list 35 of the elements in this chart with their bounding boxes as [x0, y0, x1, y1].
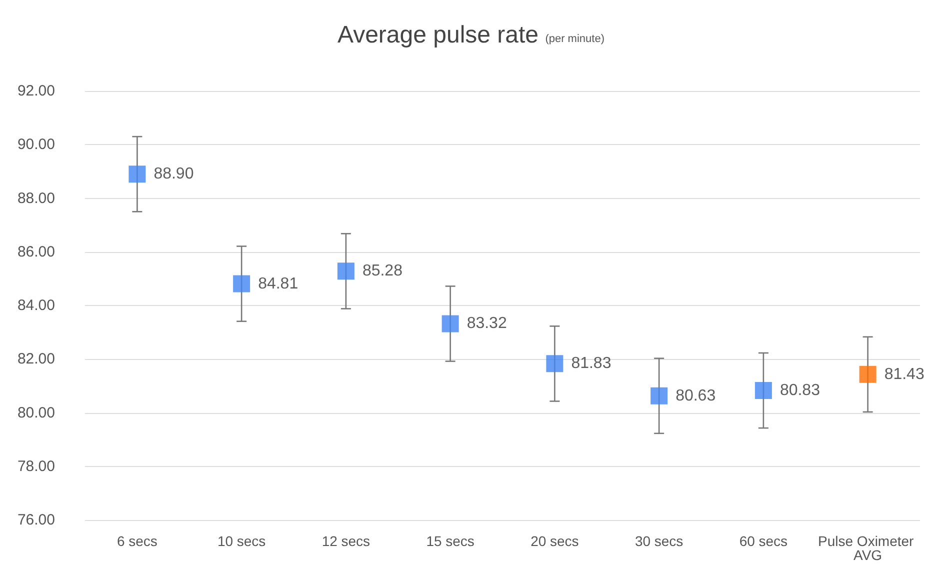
data-label: 85.28	[362, 262, 403, 280]
y-tick-label: 84.00	[17, 297, 55, 314]
data-label: 80.63	[676, 387, 716, 404]
point	[128, 166, 146, 183]
point	[546, 355, 564, 372]
data-label: 88.90	[154, 166, 194, 183]
y-tick-label: 86.00	[17, 243, 55, 260]
data-label: 81.83	[571, 355, 612, 372]
data-label: 84.81	[258, 275, 298, 292]
point	[859, 366, 876, 383]
x-tick-label: Pulse Oximeter AVG	[818, 533, 918, 563]
point	[233, 275, 250, 292]
y-tick-label: 78.00	[17, 458, 55, 475]
data-label: 80.83	[780, 382, 820, 399]
point	[650, 387, 668, 404]
point	[337, 262, 354, 280]
x-tick-label: 30 secs	[634, 533, 684, 549]
y-tick-label: 90.00	[17, 136, 55, 154]
data-label: 81.43	[884, 366, 924, 383]
chart-subtitle: (per minute)	[545, 33, 604, 45]
point	[442, 315, 459, 332]
y-tick-label: 76.00	[17, 512, 55, 528]
x-tick-label: 20 secs	[530, 533, 579, 549]
data-label: 83.32	[466, 315, 507, 332]
y-tick-label: 88.00	[17, 190, 55, 207]
x-tick-label: 15 secs	[426, 533, 474, 549]
y-tick-label: 82.00	[17, 350, 55, 368]
y-tick-label: 80.00	[17, 404, 55, 422]
chart-title: Average pulse rate	[338, 22, 546, 48]
y-tick-label: 92.00	[17, 82, 55, 100]
x-tick-label: 12 secs	[322, 533, 370, 549]
x-tick-label: 10 secs	[217, 533, 266, 549]
x-tick-label: 60 secs	[739, 533, 788, 549]
point	[754, 382, 772, 399]
x-tick-label: 6 secs	[116, 533, 158, 549]
